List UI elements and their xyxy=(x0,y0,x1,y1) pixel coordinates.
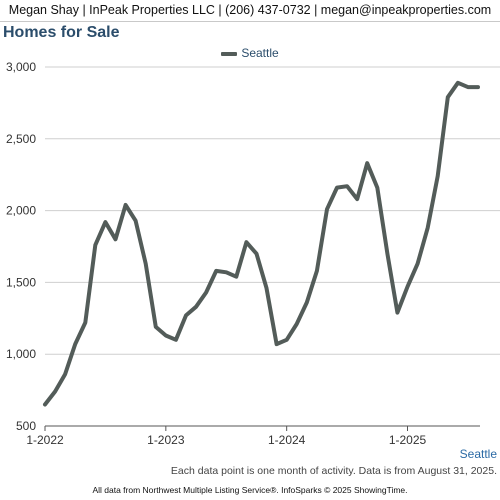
y-tick-label: 500 xyxy=(16,419,36,433)
chart-title: Homes for Sale xyxy=(3,24,120,41)
legend: Seattle xyxy=(0,45,500,61)
x-tick-label: 1-2022 xyxy=(26,433,64,447)
legend-label-seattle: Seattle xyxy=(241,46,279,60)
y-tick-label: 2,500 xyxy=(6,132,36,146)
contact-info: Megan Shay | InPeak Properties LLC | (20… xyxy=(8,3,492,17)
x-tick-label: 1-2025 xyxy=(389,433,427,447)
y-tick-label: 1,000 xyxy=(6,347,36,361)
series-line-seattle xyxy=(43,80,480,407)
x-tick-label: 1-2024 xyxy=(268,433,306,447)
y-tick-label: 1,500 xyxy=(6,275,36,289)
y-tick-label: 3,000 xyxy=(6,60,36,74)
series-label: Seattle xyxy=(459,447,497,461)
data-note: Each data point is one month of activity… xyxy=(170,465,497,477)
x-tick-label: 1-2023 xyxy=(147,433,185,447)
data-source: All data from Northwest Multiple Listing… xyxy=(92,485,408,495)
contact-header: Megan Shay | InPeak Properties LLC | (20… xyxy=(0,0,500,22)
y-tick-label: 2,000 xyxy=(6,204,36,218)
legend-swatch-seattle xyxy=(221,51,238,56)
